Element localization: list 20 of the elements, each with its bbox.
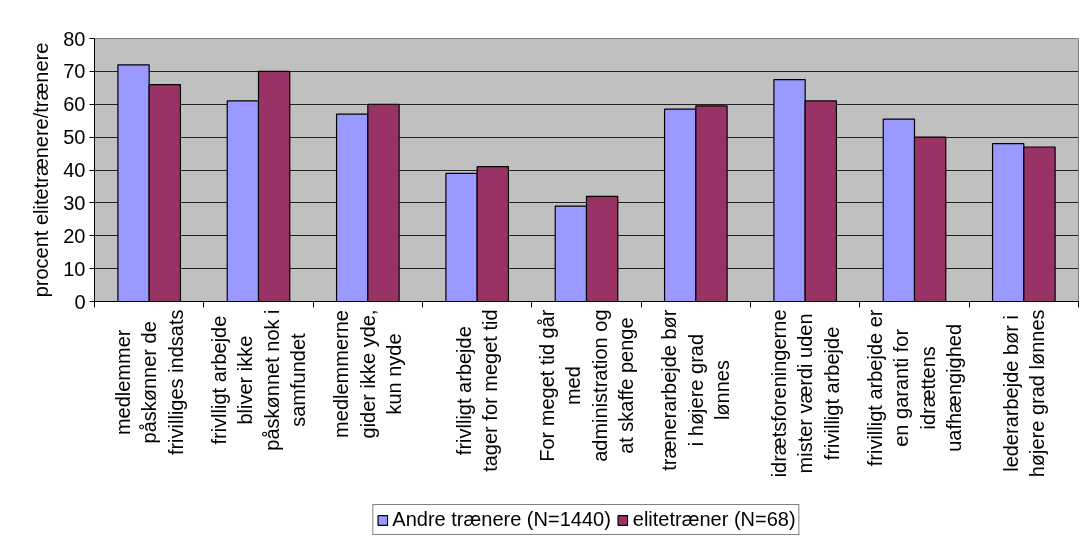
y-tick-label: 30 <box>63 191 86 214</box>
y-tick-label: 80 <box>63 27 86 50</box>
y-tick-label: 70 <box>63 60 86 83</box>
x-tick-label: frivlligt arbejde bliver ikke påskønnet nok i samfundet <box>207 309 310 451</box>
x-tick-label: idrætsforeningerne mister værdi uden frivilligt arbejde <box>767 309 843 478</box>
y-tick-label: 20 <box>63 224 86 247</box>
y-tick-label: 10 <box>63 257 86 280</box>
x-tick-label: medlemmer påskønner de frivilliges indsats <box>111 309 187 456</box>
y-tick-label: 0 <box>74 290 86 313</box>
y-tick-label: 60 <box>63 93 86 116</box>
y-axis-title: procent elitetrænere/trænere <box>30 42 53 298</box>
legend-label: Andre trænere (N=1440) <box>392 508 611 531</box>
legend-label: elitetræner (N=68) <box>632 508 796 531</box>
x-tick-label: frivlligt arbejde tager for meget tid <box>452 309 502 472</box>
x-tick-label: medlemmerne gider ikke yde, kun nyde <box>330 309 406 439</box>
x-tick-label: lederarbejde bør i højere grad lønnes <box>999 309 1049 478</box>
y-tick-label: 40 <box>63 159 86 181</box>
x-tick-label: trænerarbejde bør i højere grad lønnes <box>658 309 734 471</box>
y-tick-label: 50 <box>63 126 86 149</box>
x-tick-label: frivilligt arbejde er en garanti for idrættens uafhængighed <box>863 309 966 467</box>
